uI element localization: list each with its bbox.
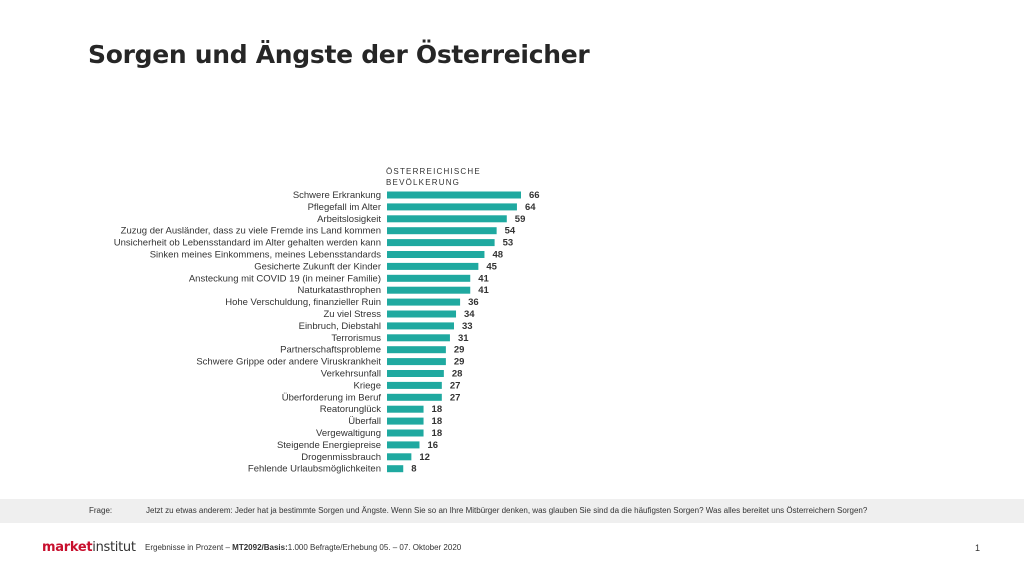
value-label: 31 (458, 333, 469, 344)
value-label: 18 (432, 416, 443, 427)
value-label: 33 (462, 321, 473, 332)
bar (387, 370, 444, 377)
category-label: Arbeitslosigkeit (317, 214, 381, 225)
category-label: Einbruch, Diebstahl (299, 321, 381, 332)
category-label: Sinken meines Einkommens, meines Lebenss… (150, 250, 382, 261)
category-label: Hohe Verschuldung, finanzieller Ruin (225, 297, 381, 308)
category-label: Unsicherheit ob Lebensstandard im Alter … (114, 238, 381, 249)
category-label: Naturkatasthrophen (298, 285, 381, 296)
bar (387, 358, 446, 366)
value-label: 53 (503, 238, 514, 249)
bar (387, 286, 471, 294)
bar (387, 251, 485, 258)
page-title: Sorgen und Ängste der Österreicher (88, 40, 590, 69)
bar (387, 334, 450, 342)
bar (387, 405, 424, 413)
bar (387, 441, 420, 449)
category-label: Schwere Erkrankung (293, 190, 381, 201)
bar (387, 393, 442, 401)
bar (387, 465, 404, 473)
value-label: 29 (454, 357, 465, 368)
bar (387, 417, 424, 425)
value-label: 12 (419, 452, 430, 463)
value-label: 27 (450, 392, 461, 403)
question-label: Frage: (89, 506, 113, 515)
footer-note-bold: MT2092/Basis: (232, 543, 288, 552)
category-label: Reatorunglück (320, 404, 382, 415)
bar (387, 429, 424, 437)
category-label: Pflegefall im Alter (308, 202, 381, 213)
bar (387, 191, 521, 199)
category-label: Vergewaltigung (316, 428, 381, 439)
value-label: 36 (468, 297, 479, 308)
category-label: Steigende Energiepreise (277, 440, 381, 451)
value-label: 18 (432, 428, 443, 439)
bar (387, 203, 517, 211)
bar (387, 322, 454, 330)
bar (387, 227, 497, 235)
question-text: Jetzt zu etwas anderem: Jeder hat ja bes… (146, 506, 868, 515)
value-label: 41 (478, 273, 489, 284)
category-label: Fehlende Urlaubsmöglichkeiten (248, 464, 381, 475)
category-label: Zuzug der Ausländer, dass zu viele Fremd… (121, 226, 381, 237)
value-label: 59 (515, 214, 526, 225)
footer-note: Ergebnisse in Prozent – MT2092/Basis:1.0… (145, 543, 461, 552)
category-label: Zu viel Stress (323, 309, 381, 320)
market-institut-logo: marketinstitut (42, 540, 136, 555)
value-label: 66 (529, 190, 540, 201)
bar (387, 274, 471, 282)
category-label: Überforderung im Beruf (282, 392, 382, 403)
category-label: Ansteckung mit COVID 19 (in meiner Famil… (189, 273, 381, 284)
bar (387, 346, 446, 354)
category-label: Verkehrsunfall (321, 369, 381, 380)
bar (387, 453, 412, 461)
category-label: Kriege (354, 380, 381, 391)
value-label: 27 (450, 380, 461, 391)
value-label: 16 (427, 440, 438, 451)
bar (387, 239, 495, 247)
footer-note-prefix: Ergebnisse in Prozent – (145, 543, 230, 552)
value-label: 64 (525, 202, 536, 213)
category-label: Überfall (348, 416, 381, 427)
bar (387, 310, 457, 318)
category-label: Drogenmissbrauch (301, 452, 381, 463)
question-band: Frage: Jetzt zu etwas anderem: Jeder hat… (0, 499, 1024, 523)
value-label: 8 (411, 464, 416, 475)
value-label: 18 (432, 404, 443, 415)
category-label: Gesicherte Zukunft der Kinder (254, 261, 381, 272)
value-label: 41 (478, 285, 489, 296)
bar (387, 215, 507, 223)
series-header: ÖSTERREICHISCHE BEVÖLKERUNG (386, 167, 481, 187)
page-number: 1 (975, 543, 981, 553)
logo-part-institut: institut (92, 540, 136, 555)
value-label: 29 (454, 345, 465, 356)
bar (387, 381, 442, 389)
value-label: 45 (486, 261, 497, 272)
value-label: 54 (505, 226, 516, 237)
value-label: 34 (464, 309, 475, 320)
footer: marketinstitut Ergebnisse in Prozent – M… (0, 540, 1024, 562)
category-label: Schwere Grippe oder andere Viruskrankhei… (196, 357, 381, 368)
value-label: 28 (452, 369, 463, 380)
bar (387, 262, 479, 270)
value-label: 48 (492, 250, 503, 261)
logo-part-market: market (42, 540, 93, 555)
category-label: Terrorismus (331, 333, 381, 344)
bar (387, 298, 461, 306)
category-label: Partnerschaftsprobleme (280, 345, 381, 356)
footer-note-suffix: 1.000 Befragte/Erhebung 05. – 07. Oktobe… (287, 543, 462, 552)
